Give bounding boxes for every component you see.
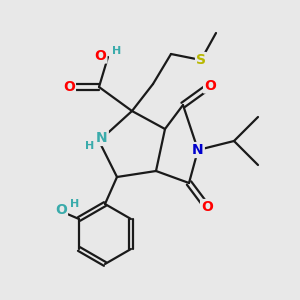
Text: N: N	[96, 131, 108, 145]
Text: H: H	[70, 199, 79, 209]
Text: H: H	[85, 140, 94, 151]
Text: O: O	[94, 49, 106, 62]
Text: O: O	[201, 200, 213, 214]
Text: S: S	[196, 53, 206, 67]
Text: O: O	[204, 79, 216, 92]
Text: H: H	[112, 46, 122, 56]
Text: O: O	[63, 80, 75, 94]
Text: O: O	[55, 203, 67, 217]
Text: N: N	[192, 143, 204, 157]
